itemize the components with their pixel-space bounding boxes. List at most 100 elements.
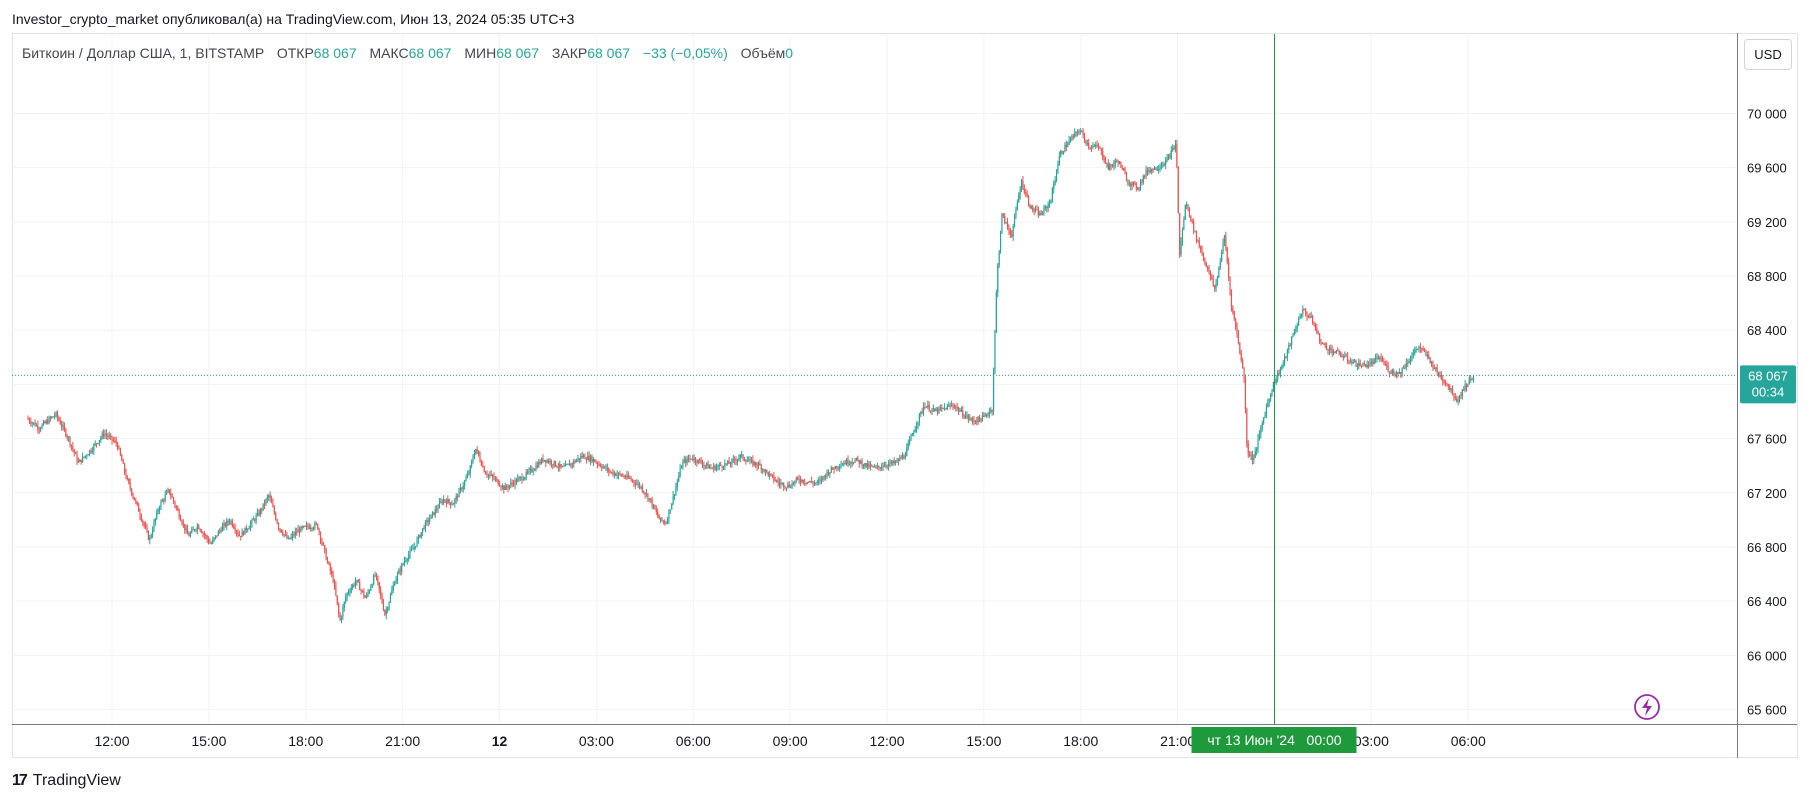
- candle-body: [107, 435, 109, 437]
- candle-body: [542, 458, 544, 462]
- candle-body: [1207, 267, 1209, 269]
- candle-body: [1319, 333, 1321, 342]
- candle-body: [851, 462, 853, 464]
- candle-body: [420, 532, 422, 538]
- candle-body: [910, 435, 912, 441]
- candle-body: [1180, 242, 1182, 255]
- candle-body: [431, 512, 434, 515]
- currency-button[interactable]: USD: [1744, 39, 1792, 70]
- candle-body: [790, 487, 792, 489]
- candle-body: [783, 483, 785, 488]
- candle-body: [1409, 359, 1412, 361]
- candle-body: [1208, 268, 1210, 272]
- candle-body: [240, 535, 242, 538]
- candle-body: [1058, 156, 1060, 166]
- symbol-name: Биткоин / Доллар США, 1, BITSTAMP: [22, 45, 264, 61]
- candle-body: [494, 478, 497, 480]
- candle-body: [118, 448, 120, 450]
- candle-body: [1334, 351, 1336, 354]
- candle-body: [571, 463, 573, 465]
- tradingview-logo[interactable]: 17 TradingView: [12, 772, 121, 790]
- candle-body: [437, 508, 439, 510]
- candle-body: [490, 474, 492, 476]
- time-tick-label: 21:00: [385, 733, 420, 749]
- candle-body: [343, 601, 345, 608]
- candle-body: [696, 461, 698, 463]
- candle-body: [27, 418, 29, 420]
- candle-body: [329, 564, 331, 571]
- candle-body: [1355, 360, 1357, 367]
- candle-body: [904, 456, 907, 458]
- candle-body: [350, 587, 352, 592]
- candle-body: [895, 461, 897, 464]
- candle-body: [333, 581, 336, 586]
- candle-body: [417, 535, 420, 540]
- candle-body: [956, 407, 958, 409]
- candle-body: [482, 465, 484, 467]
- candle-body: [192, 529, 194, 531]
- candle-body: [244, 527, 246, 535]
- candle-body: [881, 467, 883, 469]
- candle-body: [809, 481, 811, 483]
- candle-body: [1001, 213, 1003, 233]
- candle-body: [619, 472, 621, 475]
- candle-body: [727, 461, 729, 464]
- candle-body: [1330, 347, 1332, 350]
- candle-body: [72, 445, 74, 450]
- candle-body: [890, 461, 893, 464]
- candle-body: [608, 468, 610, 472]
- candle-body: [589, 456, 592, 461]
- crosshair-time-text: чт 13 Июн '24 00:00: [1207, 732, 1341, 748]
- candle-body: [675, 486, 677, 495]
- candle-body: [661, 517, 663, 521]
- candle-body: [547, 460, 550, 463]
- time-axis[interactable]: 12:00 15:00 18:00 21:00 12 03:00 06:00 09:00 12:…: [94, 733, 1485, 749]
- lightning-icon[interactable]: [1634, 694, 1660, 720]
- candle-body: [984, 414, 986, 416]
- candle-body: [699, 459, 701, 461]
- candle-body: [1433, 367, 1435, 369]
- candle-body: [210, 543, 212, 545]
- candle-body: [1240, 353, 1242, 361]
- candle-body: [111, 435, 113, 441]
- candle-body: [596, 462, 599, 465]
- candle-body: [272, 503, 274, 508]
- candle-body: [174, 501, 176, 506]
- candle-body: [1299, 317, 1301, 319]
- candle-body: [300, 526, 302, 533]
- candle-body: [804, 482, 806, 484]
- candle-body: [228, 522, 231, 524]
- candle-body: [529, 468, 531, 470]
- candle-body: [1221, 252, 1223, 262]
- candle-body: [990, 409, 992, 413]
- candle-body: [805, 482, 807, 484]
- candle-body: [673, 494, 676, 496]
- candle-body: [1472, 375, 1475, 380]
- last-price-countdown: 00:34: [1752, 384, 1785, 399]
- candle-body: [1030, 206, 1032, 209]
- candle-body: [1184, 205, 1186, 220]
- candle-body: [1271, 390, 1273, 394]
- last-price-value: 68 067: [1748, 368, 1788, 383]
- candle-body: [627, 475, 629, 478]
- candle-body: [1393, 370, 1395, 374]
- candle-body: [1086, 142, 1088, 144]
- candle-body: [617, 472, 620, 475]
- candle-body: [497, 479, 499, 485]
- candle-body: [1257, 438, 1259, 449]
- candle-body: [1022, 180, 1024, 189]
- candle-body: [1352, 362, 1354, 364]
- candle-body: [643, 491, 645, 493]
- candle-body: [749, 459, 751, 461]
- candle-body: [1303, 308, 1305, 311]
- candle-body: [1395, 372, 1398, 375]
- candle-body: [826, 471, 828, 477]
- candle-body: [1057, 165, 1059, 173]
- candle-body: [209, 542, 211, 544]
- candle-body: [816, 481, 818, 483]
- candle-body: [160, 501, 162, 508]
- candle-body: [671, 503, 673, 510]
- candle-body: [806, 482, 809, 484]
